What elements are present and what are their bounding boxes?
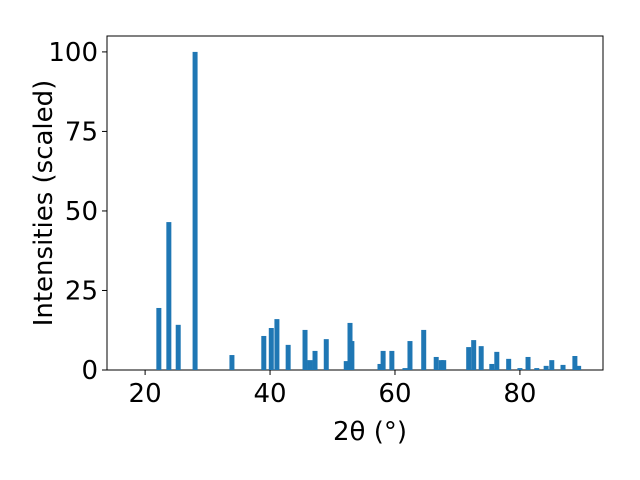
bar bbox=[229, 355, 235, 370]
bar bbox=[478, 346, 484, 370]
bar bbox=[274, 319, 280, 370]
bar bbox=[441, 360, 447, 370]
y-tick-label: 25 bbox=[65, 276, 98, 306]
bar bbox=[323, 339, 329, 370]
bar bbox=[166, 222, 172, 370]
bar bbox=[377, 363, 383, 370]
bar bbox=[285, 344, 291, 370]
bar bbox=[307, 360, 313, 370]
bar bbox=[261, 335, 267, 370]
bar bbox=[576, 365, 582, 370]
bar bbox=[192, 51, 198, 371]
bar bbox=[549, 360, 555, 370]
bar bbox=[380, 350, 386, 370]
bar bbox=[175, 324, 181, 370]
x-tick-label: 20 bbox=[129, 379, 162, 409]
bar bbox=[506, 358, 512, 370]
bar bbox=[302, 329, 308, 370]
y-tick-label: 75 bbox=[65, 117, 98, 147]
bar bbox=[407, 341, 413, 370]
y-tick-label: 0 bbox=[81, 356, 98, 386]
bar bbox=[560, 364, 566, 370]
bar bbox=[268, 328, 274, 370]
bar bbox=[517, 368, 523, 370]
y-tick-label: 100 bbox=[48, 38, 98, 68]
bar bbox=[543, 365, 549, 370]
bar bbox=[389, 350, 395, 370]
y-tick-label: 50 bbox=[65, 197, 98, 227]
bar bbox=[534, 368, 540, 370]
x-axis-label: 2θ (°) bbox=[333, 417, 407, 447]
y-axis-label: Intensities (scaled) bbox=[29, 80, 59, 327]
bar bbox=[156, 307, 162, 370]
x-tick-label: 80 bbox=[503, 379, 536, 409]
bar bbox=[572, 356, 578, 370]
bar bbox=[433, 356, 439, 370]
bar bbox=[471, 340, 477, 370]
bar bbox=[494, 351, 500, 370]
bar bbox=[525, 356, 531, 370]
x-tick-label: 60 bbox=[378, 379, 411, 409]
bar bbox=[402, 368, 408, 370]
bar bbox=[466, 347, 472, 370]
bar bbox=[489, 363, 495, 370]
plot-frame bbox=[106, 35, 604, 371]
bar bbox=[421, 329, 427, 370]
bar bbox=[312, 350, 318, 370]
x-tick-label: 40 bbox=[253, 379, 286, 409]
bar bbox=[343, 361, 349, 370]
bar bbox=[349, 341, 355, 370]
